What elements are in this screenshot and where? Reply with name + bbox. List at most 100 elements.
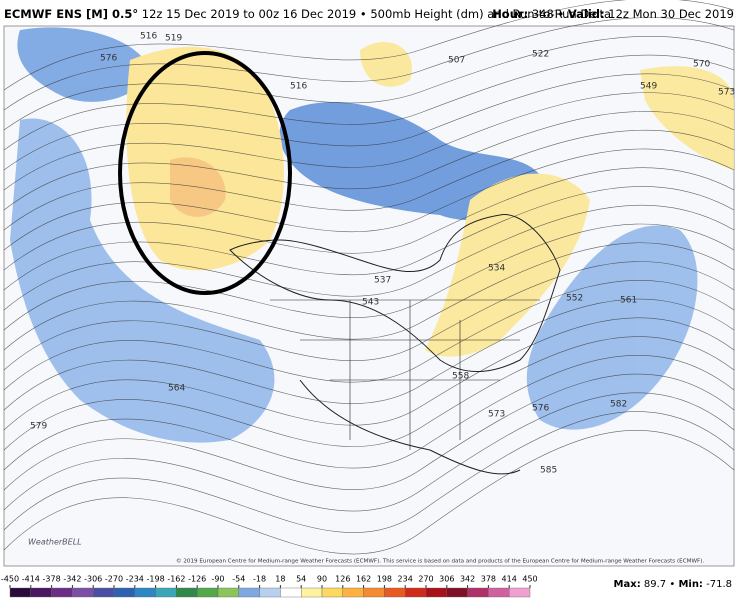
contour	[3, 373, 735, 491]
borders	[270, 299, 540, 450]
contour	[3, 17, 735, 111]
colorbar-tick-label: 378	[481, 575, 496, 584]
contour-label: 558	[452, 372, 469, 382]
hour-label: Hour:	[492, 7, 528, 21]
contour	[3, 280, 735, 391]
contour	[3, 392, 735, 512]
colorbar-swatch	[72, 587, 94, 598]
colorbar-swatch	[509, 587, 531, 598]
colorbar-swatch	[280, 587, 302, 598]
contour-label: 564	[168, 384, 185, 394]
negative-anomaly	[526, 225, 698, 430]
contour-label: 519	[165, 34, 182, 44]
model: ECMWF ENS [M] 0.5°	[4, 7, 138, 21]
contour	[3, 204, 735, 311]
colorbar-swatch	[446, 587, 468, 598]
contour	[3, 0, 735, 91]
colorbar-swatch	[301, 587, 323, 598]
colorbar-tick-label: -414	[22, 575, 40, 584]
height-contours	[3, 0, 735, 555]
colorbar-swatch	[467, 587, 489, 598]
contour	[3, 129, 735, 231]
contour-label: 576	[532, 404, 549, 414]
max-value: 89.7	[644, 579, 666, 590]
contour-label: 576	[100, 54, 117, 64]
colorbar-swatch	[363, 587, 385, 598]
contour-label: 573	[718, 88, 735, 98]
contour	[3, 223, 735, 331]
colorbar-swatch	[425, 587, 447, 598]
valid: 12z Mon 30 Dec 2019	[608, 7, 734, 21]
colorbar-swatch	[196, 587, 219, 598]
positive-anomaly	[640, 66, 734, 170]
contour-label: 573	[488, 410, 505, 420]
colorbar-swatch	[113, 587, 135, 598]
colorbar-swatch	[238, 587, 260, 598]
title: ECMWF ENS [M] 0.5° 12z 15 Dec 2019 to 00…	[4, 7, 611, 21]
contour	[3, 355, 735, 471]
contour-label: 522	[532, 50, 549, 60]
copyright: © 2019 European Centre for Medium-range …	[176, 558, 704, 565]
contour-label: 537	[374, 276, 391, 286]
contour	[3, 186, 735, 291]
colorbar-tick-label: 198	[377, 575, 392, 584]
colorbar-tick-label: -198	[147, 575, 165, 584]
colorbar-swatch	[342, 587, 364, 598]
colorbar-tick-label: 54	[296, 575, 306, 584]
colorbar-tick-label: -18	[253, 575, 266, 584]
negative-anomaly	[279, 101, 540, 221]
negative-anomaly	[17, 27, 151, 102]
colorbar-tick-label: -450	[1, 575, 19, 584]
colorbar-swatch	[384, 587, 406, 598]
colorbar-tick-label: 306	[439, 575, 454, 584]
contour-label: 579	[30, 422, 47, 432]
colorbar-swatch	[176, 587, 198, 598]
contour-label: 534	[488, 264, 505, 274]
colorbar-tick-label: 126	[335, 575, 350, 584]
colorbar-tick-label: 162	[356, 575, 371, 584]
colorbar-tick-label: 234	[398, 575, 413, 584]
contour-label: 552	[566, 294, 583, 304]
colorbar-swatch	[30, 587, 52, 598]
valid-time: Hour: 348 • Valid: 12z Mon 30 Dec 2019	[492, 7, 734, 21]
contour-labels: 516 519 576 522 570 573 507 516 549 534 …	[30, 32, 735, 476]
colorbar-tick-label: 270	[418, 575, 433, 584]
contour	[3, 429, 735, 555]
anomaly-fields	[10, 27, 734, 443]
colorbar-swatch	[321, 587, 343, 598]
contour-label: 516	[140, 32, 157, 42]
contour	[3, 336, 735, 451]
contour-label: 585	[540, 466, 557, 476]
contour	[3, 317, 735, 431]
hour: 348	[532, 7, 554, 21]
colorbar-tick-label: 450	[522, 575, 537, 584]
negative-anomaly	[10, 118, 275, 443]
min-value: -71.8	[706, 579, 732, 590]
colorbar: -450 -414 -378 -342 -306 -270 -234 -198 -162 -126…	[1, 575, 538, 598]
contour-label: 549	[640, 82, 657, 92]
stats: Max: 89.7 • Min: -71.8	[614, 579, 732, 590]
coastline	[229, 214, 561, 475]
contour-label: 561	[620, 296, 637, 306]
colorbar-tick-label: 18	[275, 575, 285, 584]
colorbar-tick-label: -378	[43, 575, 61, 584]
contour-label: 516	[290, 82, 307, 92]
min-label: Min:	[678, 579, 703, 590]
separator: •	[557, 7, 564, 21]
contour-label: 507	[448, 56, 465, 66]
highlight-ellipse	[118, 51, 292, 295]
colorbar-swatch	[9, 587, 31, 598]
run: 12z 15 Dec 2019 to 00z 16 Dec 2019 • 500…	[142, 7, 611, 21]
colorbar-swatch	[134, 587, 156, 598]
contour	[3, 148, 735, 251]
colorbar-tick-label: 90	[317, 575, 327, 584]
contour	[3, 36, 735, 131]
colorbar-tick-label: -306	[84, 575, 102, 584]
contour	[3, 261, 735, 371]
logo: WeatherBELL	[28, 538, 82, 547]
contour	[3, 54, 735, 151]
positive-anomaly	[425, 173, 590, 357]
contour	[3, 73, 735, 171]
